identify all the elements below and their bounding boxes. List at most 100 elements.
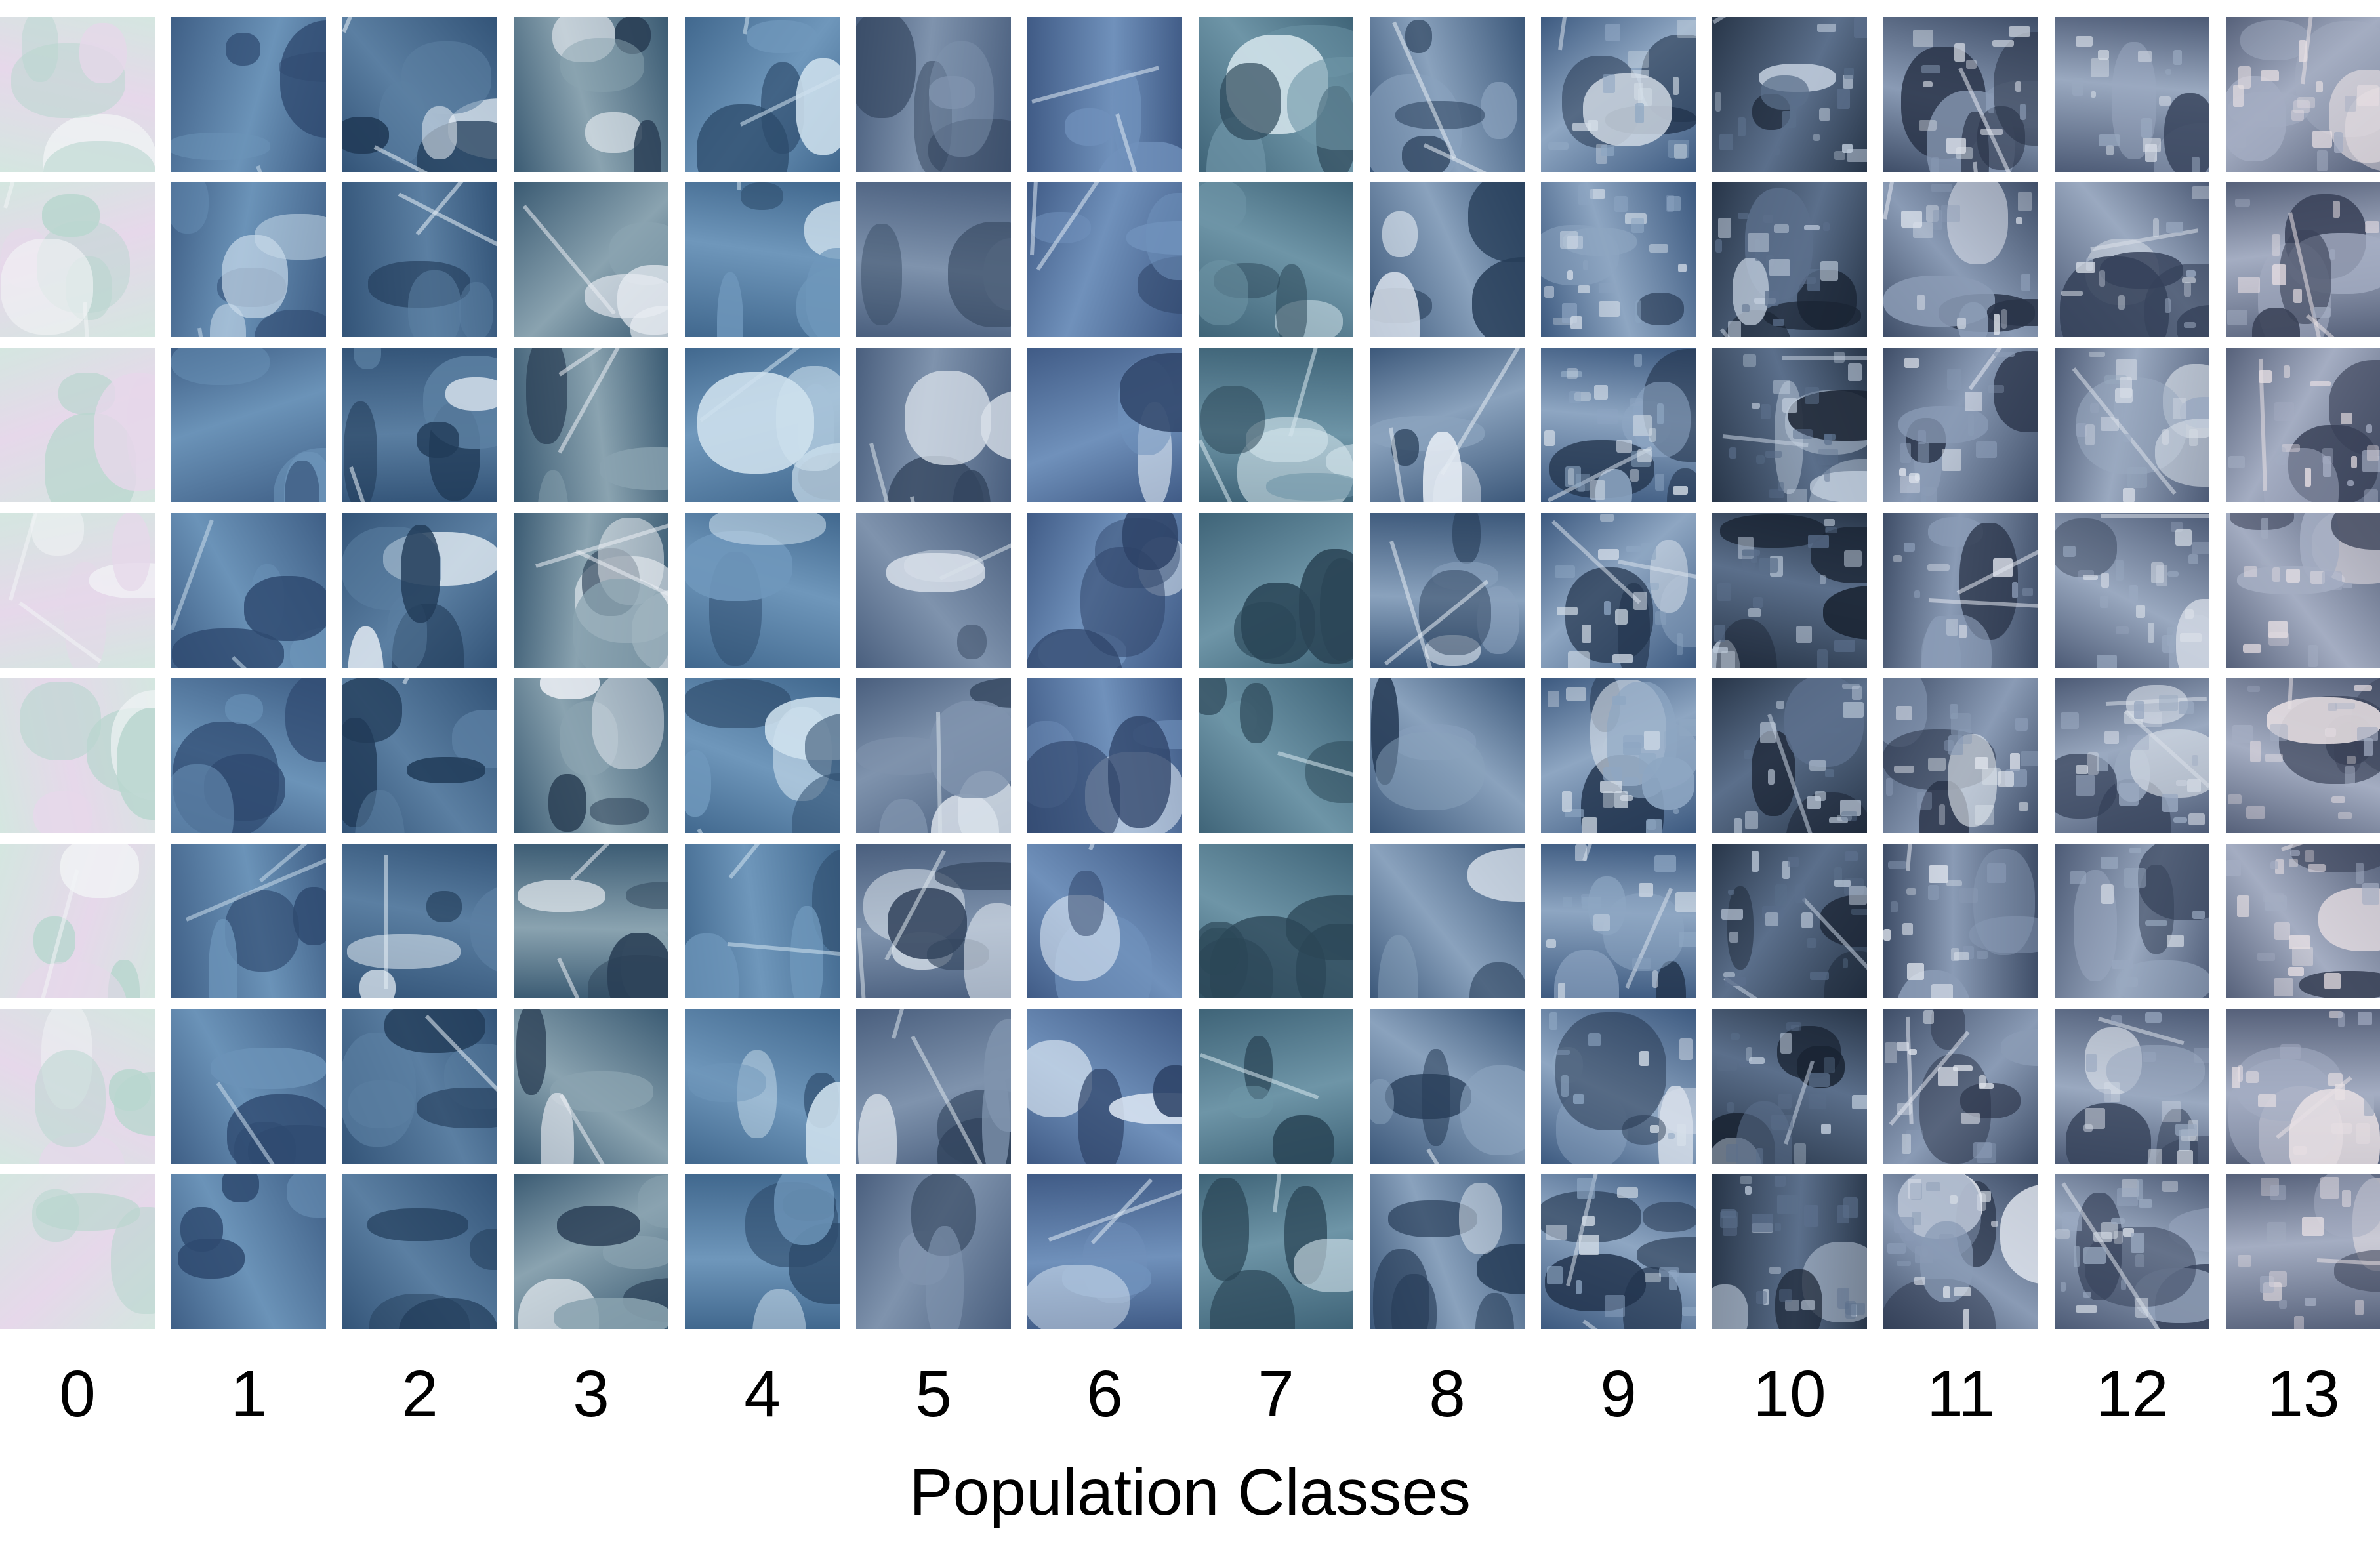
satellite-tile	[1883, 678, 2038, 833]
satellite-tile	[171, 1174, 326, 1329]
class-label-1: 1	[230, 1357, 267, 1431]
satellite-tile	[1541, 513, 1696, 668]
satellite-tile	[2055, 844, 2209, 998]
satellite-tile	[2055, 348, 2209, 502]
satellite-tile	[1883, 513, 2038, 668]
satellite-tile	[2226, 17, 2380, 172]
satellite-tile	[1541, 1009, 1696, 1164]
satellite-tile	[685, 513, 840, 668]
satellite-tile	[1541, 182, 1696, 337]
satellite-tile	[1370, 844, 1525, 998]
satellite-tile	[1199, 678, 1353, 833]
satellite-tile	[856, 17, 1011, 172]
class-label-10: 10	[1753, 1357, 1826, 1431]
satellite-tile	[1541, 844, 1696, 998]
satellite-tile	[856, 182, 1011, 337]
satellite-tile	[514, 1009, 668, 1164]
satellite-tile	[685, 844, 840, 998]
satellite-tile	[171, 1009, 326, 1164]
satellite-tile	[2226, 348, 2380, 502]
satellite-tile	[514, 844, 668, 998]
satellite-tile	[514, 17, 668, 172]
satellite-tile	[1199, 513, 1353, 668]
satellite-tile	[171, 513, 326, 668]
satellite-tile	[1370, 182, 1525, 337]
satellite-tile	[1883, 1009, 2038, 1164]
satellite-tile	[1199, 17, 1353, 172]
class-label-11: 11	[1927, 1357, 1995, 1431]
satellite-tile	[1027, 1174, 1182, 1329]
satellite-tile	[685, 182, 840, 337]
satellite-tile	[342, 1009, 497, 1164]
satellite-tile	[856, 348, 1011, 502]
satellite-tile	[856, 844, 1011, 998]
satellite-tile	[1712, 17, 1867, 172]
satellite-tile	[1712, 182, 1867, 337]
satellite-tile	[1027, 1009, 1182, 1164]
satellite-tile	[171, 348, 326, 502]
satellite-tile	[514, 348, 668, 502]
class-label-8: 8	[1429, 1357, 1466, 1431]
satellite-tile	[1199, 1009, 1353, 1164]
satellite-tile	[1370, 513, 1525, 668]
satellite-tile	[342, 348, 497, 502]
satellite-tile	[342, 17, 497, 172]
satellite-tile	[1883, 844, 2038, 998]
satellite-tile	[514, 182, 668, 337]
satellite-tile	[514, 1174, 668, 1329]
satellite-tile	[514, 678, 668, 833]
satellite-tile	[1712, 348, 1867, 502]
axis-title: Population Classes	[909, 1456, 1471, 1529]
class-label-row: 0 1 2 3 4 5 6 7 8 9 10 11 12 13	[0, 1351, 2380, 1437]
satellite-tile	[0, 182, 155, 337]
satellite-tile	[342, 678, 497, 833]
class-label-4: 4	[744, 1357, 781, 1431]
satellite-tile	[856, 513, 1011, 668]
satellite-tile	[2226, 844, 2380, 998]
satellite-tile	[2055, 513, 2209, 668]
satellite-tile	[1027, 513, 1182, 668]
satellite-tile	[685, 1009, 840, 1164]
class-label-13: 13	[2267, 1357, 2340, 1431]
satellite-tile	[171, 17, 326, 172]
satellite-tile	[685, 1174, 840, 1329]
satellite-tile	[685, 348, 840, 502]
satellite-tile	[1027, 348, 1182, 502]
satellite-tile-grid	[0, 17, 2380, 1329]
satellite-tile	[171, 182, 326, 337]
satellite-tile	[1370, 17, 1525, 172]
satellite-tile	[342, 844, 497, 998]
satellite-tile	[1541, 348, 1696, 502]
satellite-tile	[1027, 844, 1182, 998]
satellite-tile	[1712, 1174, 1867, 1329]
satellite-tile	[1712, 513, 1867, 668]
satellite-tile	[1027, 17, 1182, 172]
satellite-tile	[1883, 1174, 2038, 1329]
satellite-tile	[2226, 1174, 2380, 1329]
satellite-tile	[2055, 678, 2209, 833]
class-label-0: 0	[59, 1357, 96, 1431]
satellite-tile	[2055, 1174, 2209, 1329]
satellite-tile	[342, 182, 497, 337]
satellite-tile	[1370, 678, 1525, 833]
satellite-tile	[171, 844, 326, 998]
satellite-tile	[1883, 348, 2038, 502]
satellite-tile	[1883, 182, 2038, 337]
satellite-tile	[0, 1009, 155, 1164]
satellite-tile	[2055, 17, 2209, 172]
satellite-tile	[2226, 1009, 2380, 1164]
class-label-2: 2	[401, 1357, 438, 1431]
satellite-tile	[0, 1174, 155, 1329]
satellite-tile	[0, 348, 155, 502]
satellite-tile	[685, 17, 840, 172]
satellite-tile	[1712, 678, 1867, 833]
satellite-tile	[1883, 17, 2038, 172]
satellite-tile	[1027, 678, 1182, 833]
satellite-tile	[0, 17, 155, 172]
class-label-5: 5	[915, 1357, 952, 1431]
satellite-tile	[1712, 1009, 1867, 1164]
class-label-9: 9	[1600, 1357, 1637, 1431]
satellite-tile	[342, 513, 497, 668]
satellite-tile	[856, 1174, 1011, 1329]
satellite-tile	[1370, 348, 1525, 502]
